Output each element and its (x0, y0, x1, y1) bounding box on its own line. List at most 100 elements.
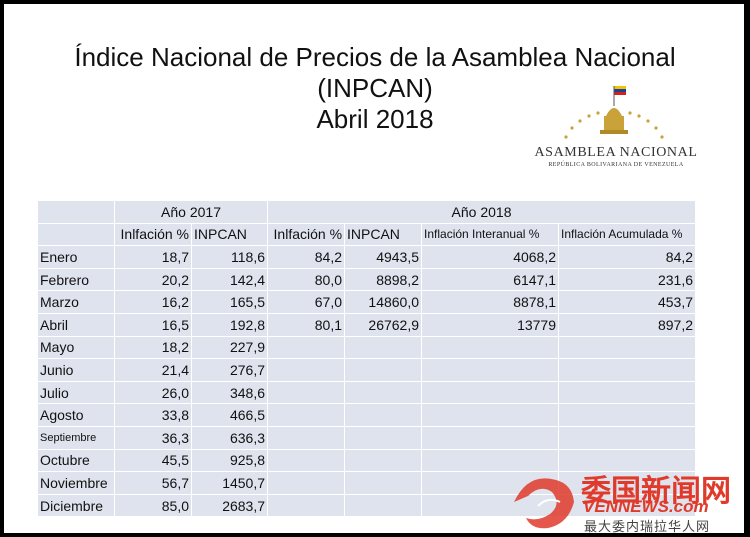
interanual-cell: 8878,1 (421, 290, 560, 314)
table-row: Marzo 16,2 165,5 67,0 14860,0 8878,1 453,7 (37, 290, 697, 314)
interanual-cell (421, 335, 560, 360)
month-cell: Octubre (37, 448, 115, 473)
table-row: Abril 16,5 192,8 80,1 26762,9 13779 897,2 (37, 312, 697, 337)
month-cell: Junio (37, 358, 115, 382)
inpcan-2018-cell (344, 448, 423, 473)
inpcan-2017-cell: 165,5 (190, 290, 269, 314)
inflacion-2018-cell (267, 335, 346, 360)
inpcan-2018-cell (344, 471, 423, 495)
interanual-cell: 4068,2 (421, 245, 560, 269)
acumulada-cell (558, 425, 697, 450)
inflacion-2018-cell: 80,1 (267, 312, 346, 337)
col-header-inpcan-2017: INPCAN (190, 222, 269, 247)
col-header-interanual: Inflación Interanual % (421, 222, 560, 247)
inpcan-2017-cell: 466,5 (190, 403, 269, 427)
inpcan-2017-cell: 227,9 (190, 335, 269, 360)
inpcan-2017-cell: 348,6 (190, 380, 269, 405)
inflacion-2017-cell: 18,7 (114, 245, 192, 269)
inflacion-2018-cell (267, 425, 346, 450)
acumulada-cell (558, 335, 697, 360)
month-cell: Julio (37, 380, 115, 405)
month-cell: Noviembre (37, 471, 115, 495)
inflacion-2017-cell: 56,7 (114, 471, 192, 495)
inflacion-2017-cell: 36,3 (114, 425, 192, 450)
inpcan-2017-cell: 118,6 (190, 245, 269, 269)
asamblea-nacional-logo (564, 86, 664, 139)
inflacion-2017-cell: 45,5 (114, 448, 192, 473)
inflacion-2017-cell: 26,0 (114, 380, 192, 405)
month-cell: Enero (37, 245, 115, 269)
inpcan-2017-cell: 1450,7 (190, 471, 269, 495)
inpcan-2018-cell (344, 335, 423, 360)
inflacion-2018-cell: 84,2 (267, 245, 346, 269)
watermark-logo (514, 478, 574, 529)
inflacion-2017-cell: 20,2 (114, 267, 192, 292)
month-cell: Marzo (37, 290, 115, 314)
table-row: Enero 18,7 118,6 84,2 4943,5 4068,2 84,2 (37, 245, 697, 269)
logo-subtitle: REPÚBLICA BOLIVARIANA DE VENEZUELA (548, 162, 684, 168)
inflacion-2018-cell: 80,0 (267, 267, 346, 292)
acumulada-cell: 231,6 (558, 267, 697, 292)
col-header-inflacion-2018: Inlfación % (267, 222, 346, 247)
table-row: Febrero 20,2 142,4 80,0 8898,2 6147,1 231,6 (37, 267, 697, 292)
inpcan-2017-cell: 276,7 (190, 358, 269, 382)
inflacion-2018-cell (267, 403, 346, 427)
acumulada-cell: 453,7 (558, 290, 697, 314)
group-header-row: Año 2017 Año 2018 (37, 200, 697, 224)
logo-name: ASAMBLEA NACIONAL (534, 145, 698, 160)
interanual-cell: 13779 (421, 312, 560, 337)
inflacion-2017-cell: 33,8 (114, 403, 192, 427)
interanual-cell (421, 403, 560, 427)
month-cell: Agosto (37, 403, 115, 427)
col-header-inflacion-2017: Inlfación % (114, 222, 192, 247)
acumulada-cell (558, 403, 697, 427)
inflacion-2017-cell: 21,4 (114, 358, 192, 382)
table-row: Septiembre 36,3 636,3 (37, 425, 697, 450)
inpcan-2018-cell: 4943,5 (344, 245, 423, 269)
inpcan-2018-cell (344, 403, 423, 427)
inflacion-2018-cell (267, 358, 346, 382)
inpcan-2018-cell: 14860,0 (344, 290, 423, 314)
inpcan-2018-cell: 8898,2 (344, 267, 423, 292)
watermark-chinese-title: 委国新闻网 (581, 474, 731, 509)
interanual-cell: 6147,1 (421, 267, 560, 292)
inpcan-2017-cell: 636,3 (190, 425, 269, 450)
watermark-url: VENNEWS.com (583, 497, 709, 516)
table-row: Julio 26,0 348,6 (37, 380, 697, 405)
interanual-cell (421, 425, 560, 450)
title-line-3: Abril 2018 (316, 104, 434, 134)
month-cell: Diciembre (37, 493, 115, 518)
col-header-inpcan-2018: INPCAN (344, 222, 423, 247)
inflacion-2017-cell: 18,2 (114, 335, 192, 360)
title-line-2: (INPCAN) (317, 73, 433, 103)
table-row: Mayo 18,2 227,9 (37, 335, 697, 360)
inflacion-2018-cell (267, 471, 346, 495)
inflacion-2018-cell (267, 493, 346, 518)
col-header-acumulada: Inflación Acumulada % (558, 222, 697, 247)
interanual-cell (421, 358, 560, 382)
watermark-chinese-subtitle: 最大委内瑞拉华人网 (584, 520, 711, 535)
inpcan-2018-cell: 26762,9 (344, 312, 423, 337)
interanual-cell (421, 380, 560, 405)
inpcan-2017-cell: 925,8 (190, 448, 269, 473)
table-row: Junio 21,4 276,7 (37, 358, 697, 382)
page-title: Índice Nacional de Precios de la Asamble… (0, 42, 750, 135)
inflacion-2017-cell: 85,0 (114, 493, 192, 518)
month-cell: Mayo (37, 335, 115, 360)
month-cell: Septiembre (37, 425, 115, 450)
inpcan-2018-cell (344, 425, 423, 450)
table-row: Noviembre 56,7 1450,7 (37, 471, 697, 495)
inpcan-2018-cell (344, 380, 423, 405)
inpcan-2018-cell (344, 358, 423, 382)
group-header-2018: Año 2018 (267, 200, 697, 224)
month-cell: Febrero (37, 267, 115, 292)
table-row: Octubre 45,5 925,8 (37, 448, 697, 473)
inpcan-2017-cell: 192,8 (190, 312, 269, 337)
table-row: Agosto 33,8 466,5 (37, 403, 697, 427)
acumulada-cell (558, 380, 697, 405)
inpcan-2017-cell: 142,4 (190, 267, 269, 292)
inflacion-2018-cell (267, 380, 346, 405)
acumulada-cell: 897,2 (558, 312, 697, 337)
inflation-table: Año 2017 Año 2018 Inlfación % INPCAN Inl… (37, 200, 697, 518)
title-line-1: Índice Nacional de Precios de la Asamble… (74, 42, 676, 72)
